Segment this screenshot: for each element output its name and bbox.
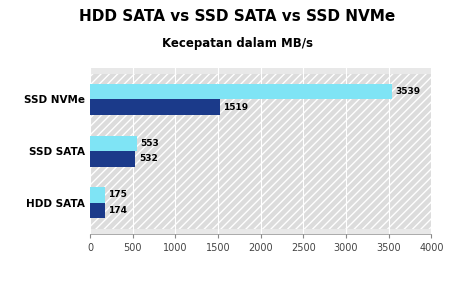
Text: 174: 174 xyxy=(109,206,128,215)
Bar xyxy=(90,84,392,99)
Bar xyxy=(90,203,105,218)
Bar xyxy=(90,136,137,151)
Bar xyxy=(90,99,219,115)
Text: 532: 532 xyxy=(139,154,158,163)
Text: HDD SATA vs SSD SATA vs SSD NVMe: HDD SATA vs SSD SATA vs SSD NVMe xyxy=(79,9,395,24)
Text: Kecepatan dalam MB/s: Kecepatan dalam MB/s xyxy=(162,37,312,50)
Text: 1519: 1519 xyxy=(223,103,248,112)
Bar xyxy=(90,151,136,166)
Text: 553: 553 xyxy=(141,139,159,148)
Text: 175: 175 xyxy=(109,190,128,200)
Bar xyxy=(90,187,105,203)
Text: 3539: 3539 xyxy=(395,87,420,96)
